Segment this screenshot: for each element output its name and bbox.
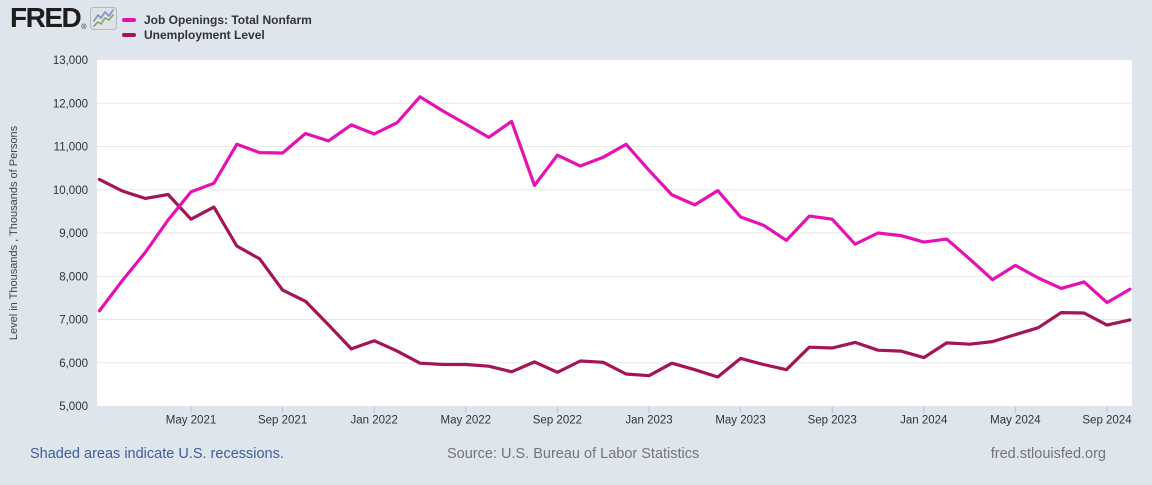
x-tick-label: Jan 2023 — [625, 415, 672, 427]
x-tick-label: Jan 2024 — [900, 415, 948, 427]
source-attribution: Source: U.S. Bureau of Labor Statistics — [447, 446, 700, 462]
x-tick-label: May 2021 — [166, 415, 217, 427]
legend-swatch-job-openings — [122, 17, 136, 22]
x-tick-label: Sep 2023 — [808, 415, 857, 427]
y-axis-title: Level in Thousands , Thousands of Person… — [8, 125, 20, 340]
y-tick-label: 7,000 — [59, 315, 88, 327]
registered-trademark-symbol: ® — [81, 24, 87, 31]
fred-logo[interactable]: FRED ® — [10, 2, 118, 35]
x-tick-label: Sep 2022 — [533, 415, 582, 427]
x-tick-label: May 2023 — [715, 415, 766, 427]
legend-swatch-unemployment — [122, 32, 136, 37]
y-tick-label: 13,000 — [53, 55, 88, 67]
x-tick-label: May 2022 — [441, 415, 492, 427]
y-tick-label: 9,000 — [59, 228, 88, 240]
y-tick-label: 5,000 — [59, 401, 88, 413]
y-tick-label: 11,000 — [54, 142, 88, 154]
x-tick-label: Sep 2024 — [1082, 415, 1132, 427]
y-tick-label: 8,000 — [59, 271, 88, 283]
y-tick-label: 10,000 — [53, 185, 88, 197]
legend-item-unemployment: Unemployment Level — [122, 27, 312, 42]
legend-label-unemployment: Unemployment Level — [144, 27, 265, 42]
x-tick-label: May 2024 — [990, 415, 1041, 427]
x-tick-label: Jan 2022 — [351, 415, 398, 427]
x-tick-label: Sep 2021 — [258, 415, 307, 427]
legend-item-job-openings: Job Openings: Total Nonfarm — [122, 12, 312, 27]
legend-label-job-openings: Job Openings: Total Nonfarm — [144, 12, 312, 27]
y-tick-label: 12,000 — [53, 98, 88, 110]
y-tick-label: 6,000 — [59, 358, 88, 370]
fred-sparkline-icon — [90, 7, 118, 35]
fred-site-link[interactable]: fred.stlouisfed.org — [990, 446, 1106, 462]
series-line-job-openings[interactable] — [97, 95, 1132, 313]
series-line-unemployment[interactable] — [97, 177, 1132, 379]
legend: Job Openings: Total Nonfarm Unemployment… — [122, 13, 312, 43]
recessions-note: Shaded areas indicate U.S. recessions. — [30, 446, 284, 462]
fred-logo-text: FRED — [10, 2, 82, 33]
